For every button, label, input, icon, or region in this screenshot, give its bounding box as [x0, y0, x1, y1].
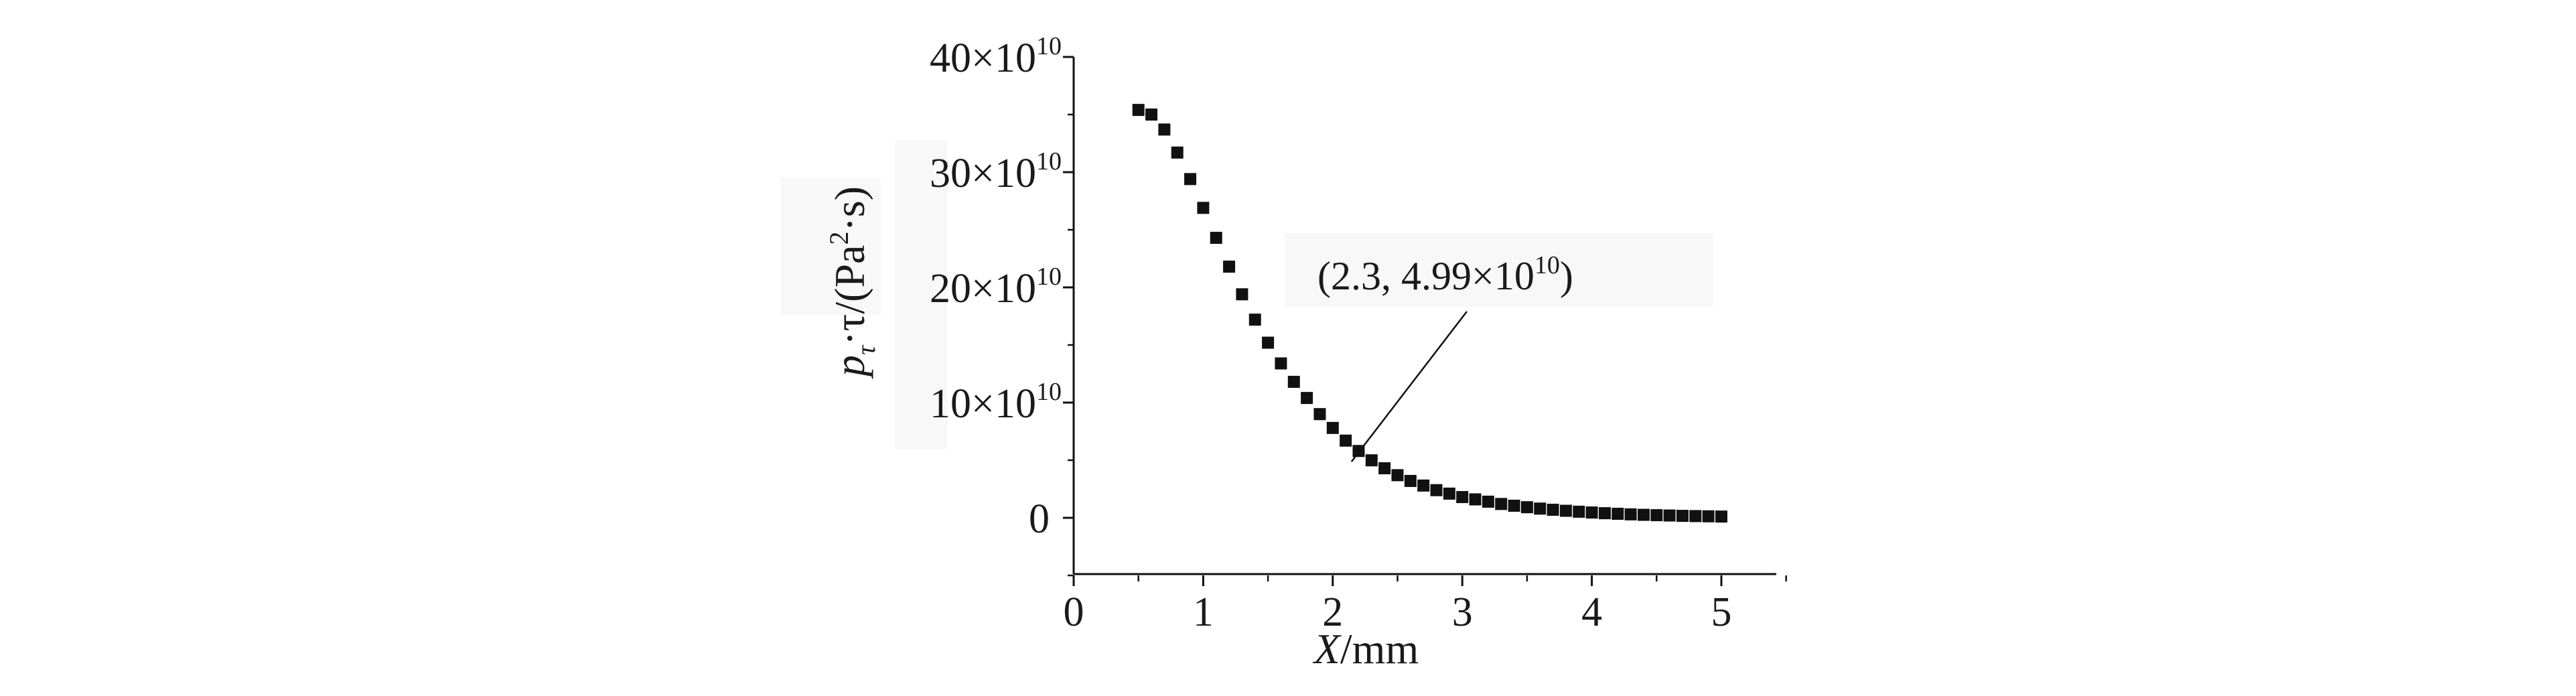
data-point — [1624, 508, 1637, 520]
data-point — [1573, 505, 1585, 518]
y-tick-label: 10×1010 — [930, 378, 1062, 427]
data-point — [1534, 502, 1547, 515]
data-point — [1210, 232, 1222, 245]
data-point — [1404, 474, 1417, 487]
data-point — [1585, 506, 1598, 519]
data-point — [1378, 462, 1391, 475]
data-point — [1482, 495, 1494, 508]
data-point — [1236, 288, 1248, 301]
data-point — [1689, 510, 1702, 523]
data-point — [1520, 501, 1533, 514]
data-point — [1663, 509, 1676, 522]
data-point — [1676, 510, 1689, 523]
x-tick-label: 2 — [1322, 589, 1343, 635]
data-point — [1248, 314, 1261, 326]
data-point — [1612, 507, 1624, 520]
data-point — [1456, 491, 1469, 504]
data-point — [1495, 498, 1508, 510]
data-point — [1559, 504, 1572, 517]
x-axis-title: X/mm — [1312, 625, 1419, 673]
data-point — [1223, 261, 1236, 273]
data-point — [1287, 376, 1300, 389]
data-point — [1417, 479, 1430, 492]
y-axis-title: pτ·τ/(Pa2·s) — [824, 186, 881, 379]
data-point — [1171, 146, 1184, 159]
axes — [1072, 57, 1776, 575]
data-points — [1132, 104, 1727, 523]
data-point — [1443, 487, 1455, 500]
y-tick-label: 20×1010 — [930, 263, 1062, 311]
ylabel-bg-patch — [780, 178, 881, 315]
data-point — [1702, 510, 1715, 523]
data-point — [1365, 454, 1378, 467]
x-tick-label: 3 — [1452, 589, 1473, 635]
data-point — [1469, 493, 1482, 506]
annotation-label: (2.3, 4.99×1010) — [1317, 251, 1573, 298]
data-point — [1650, 509, 1663, 522]
data-point — [1326, 421, 1339, 434]
data-point — [1508, 499, 1520, 512]
ytick-bg-patch — [894, 141, 948, 449]
x-tick-label: 0 — [1064, 589, 1084, 635]
data-point — [1547, 503, 1559, 516]
y-axis-title-group: pτ·τ/(Pa2·s) — [824, 186, 881, 379]
ticks — [1063, 56, 1787, 586]
tick-labels: 0 1 2 3 4 5 0 10×1010 20×1010 30×1010 40×1010 — [930, 32, 1731, 635]
data-point — [1132, 104, 1145, 117]
data-point — [1184, 173, 1197, 186]
annotation-bg-patch — [1285, 233, 1713, 307]
y-tick-label: 40×1010 — [930, 32, 1062, 81]
data-point — [1313, 408, 1326, 421]
annotation: (2.3, 4.99×1010) — [1317, 251, 1573, 462]
annotation-leader-line — [1350, 311, 1468, 462]
x-tick-label: 1 — [1193, 589, 1214, 635]
data-point — [1391, 469, 1404, 482]
data-point — [1275, 357, 1287, 370]
data-point — [1197, 202, 1210, 214]
data-point — [1715, 510, 1727, 523]
data-point — [1598, 507, 1611, 520]
data-point — [1145, 109, 1158, 121]
data-point — [1637, 508, 1650, 521]
data-point — [1262, 336, 1275, 349]
y-tick-label: 0 — [1029, 496, 1050, 542]
data-point — [1340, 434, 1352, 447]
x-tick-label: 5 — [1711, 589, 1732, 635]
data-point — [1430, 484, 1443, 496]
data-point — [1158, 123, 1171, 136]
data-point — [1301, 392, 1313, 405]
x-tick-label: 4 — [1581, 589, 1602, 635]
y-tick-label: 30×1010 — [930, 147, 1062, 196]
